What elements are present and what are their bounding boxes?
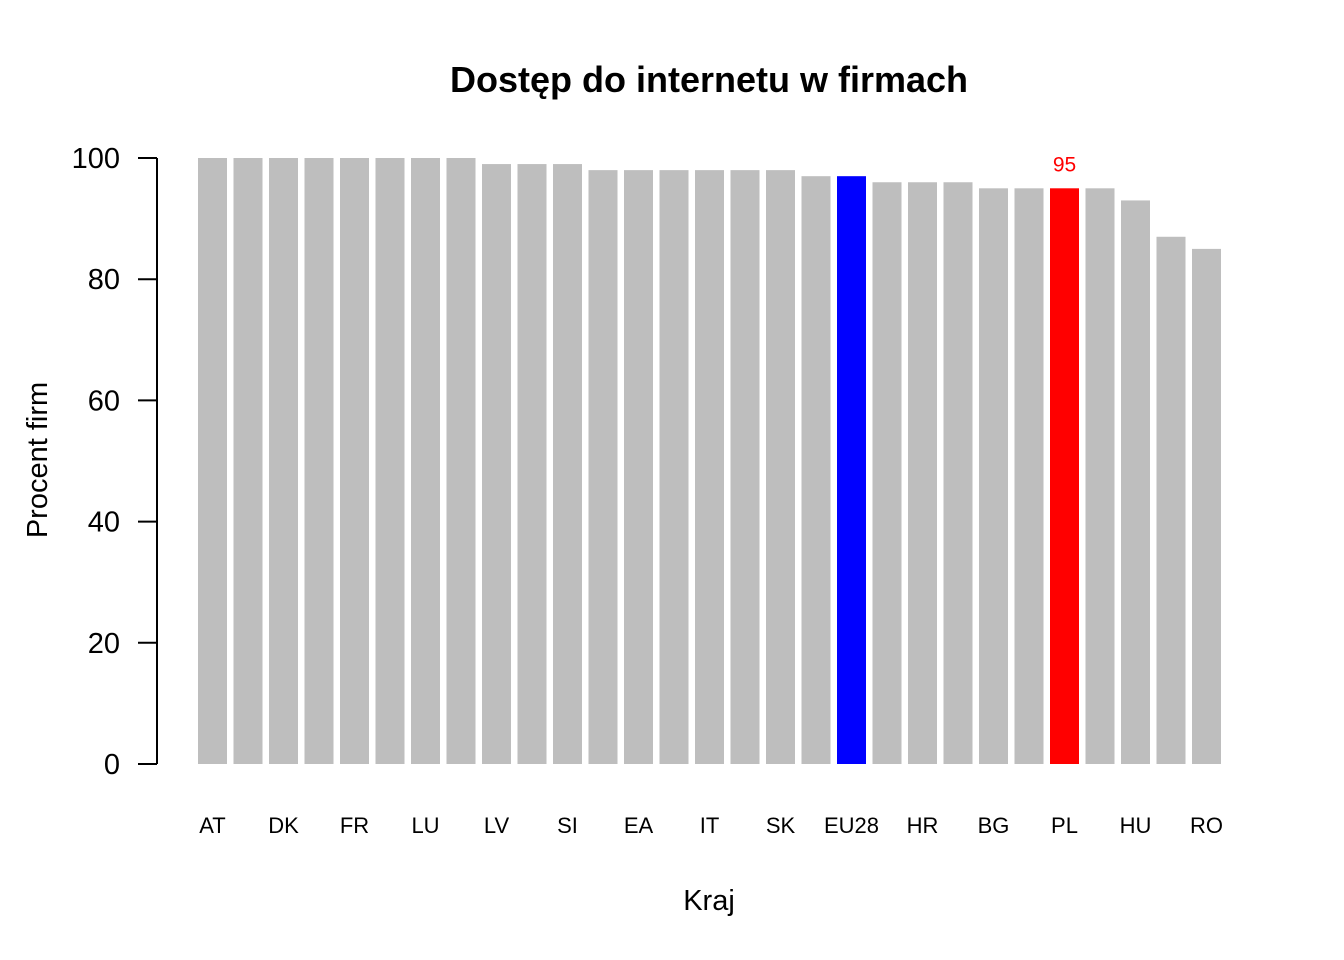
bar	[1156, 236, 1186, 764]
x-tick-label: RO	[1190, 813, 1223, 838]
bar	[872, 182, 902, 765]
x-tick-label: FR	[340, 813, 369, 838]
bar	[446, 158, 476, 764]
x-tick-label: SK	[766, 813, 796, 838]
bar	[588, 170, 618, 764]
x-tick-label: IT	[700, 813, 720, 838]
bar-lu	[411, 158, 440, 764]
x-tick-label: HU	[1120, 813, 1152, 838]
bar-hu	[1121, 200, 1150, 765]
bar-pl	[1050, 188, 1079, 765]
bar-si	[553, 164, 582, 764]
bar-lv	[482, 164, 511, 764]
x-tick-label: AT	[199, 813, 225, 838]
x-tick-labels: AT DK FR LU LV SI EA IT SK EU28 HR BG PL HU RO	[199, 813, 1223, 838]
bar	[233, 158, 263, 764]
bar-fr	[340, 158, 369, 764]
y-axis: 0 20 40 60 80 100	[72, 143, 158, 781]
bar	[304, 158, 334, 764]
chart-title: Dostęp do internetu w firmach	[450, 59, 968, 100]
x-tick-label: LU	[411, 813, 439, 838]
x-tick-label: HR	[907, 813, 939, 838]
x-tick-label: EA	[624, 813, 654, 838]
x-tick-label: SI	[557, 813, 578, 838]
bar-ea	[624, 170, 653, 764]
y-axis-title: Procent firm	[22, 382, 54, 538]
bar-ro	[1192, 248, 1221, 764]
y-tick-label: 100	[72, 143, 120, 175]
bar	[1085, 188, 1115, 765]
data-labels: 95	[1053, 153, 1076, 176]
bar	[659, 170, 689, 764]
y-tick-label: 80	[88, 264, 120, 296]
x-tick-label: LV	[484, 813, 510, 838]
bar	[517, 164, 547, 764]
x-tick-label: EU28	[824, 813, 879, 838]
y-tick-label: 60	[88, 385, 120, 417]
bar-sk	[766, 170, 795, 764]
x-tick-label: DK	[268, 813, 299, 838]
bars	[198, 158, 1221, 765]
y-tick-label: 0	[104, 749, 120, 781]
x-axis-title: Kraj	[683, 885, 735, 917]
bar	[801, 176, 831, 764]
bar-eu28	[837, 176, 866, 764]
bar-it	[695, 170, 724, 764]
y-tick-label: 40	[88, 507, 120, 539]
bar-dk	[269, 158, 298, 764]
x-tick-label: BG	[978, 813, 1010, 838]
bar	[375, 158, 405, 764]
bar-hr	[908, 182, 937, 765]
y-tick-label: 20	[88, 628, 120, 660]
bar	[730, 170, 760, 764]
data-label-pl: 95	[1053, 153, 1076, 176]
x-tick-label: PL	[1051, 813, 1078, 838]
bar	[943, 182, 973, 765]
bar-at	[198, 158, 227, 764]
bar-bg	[979, 188, 1008, 765]
bar	[1014, 188, 1044, 765]
